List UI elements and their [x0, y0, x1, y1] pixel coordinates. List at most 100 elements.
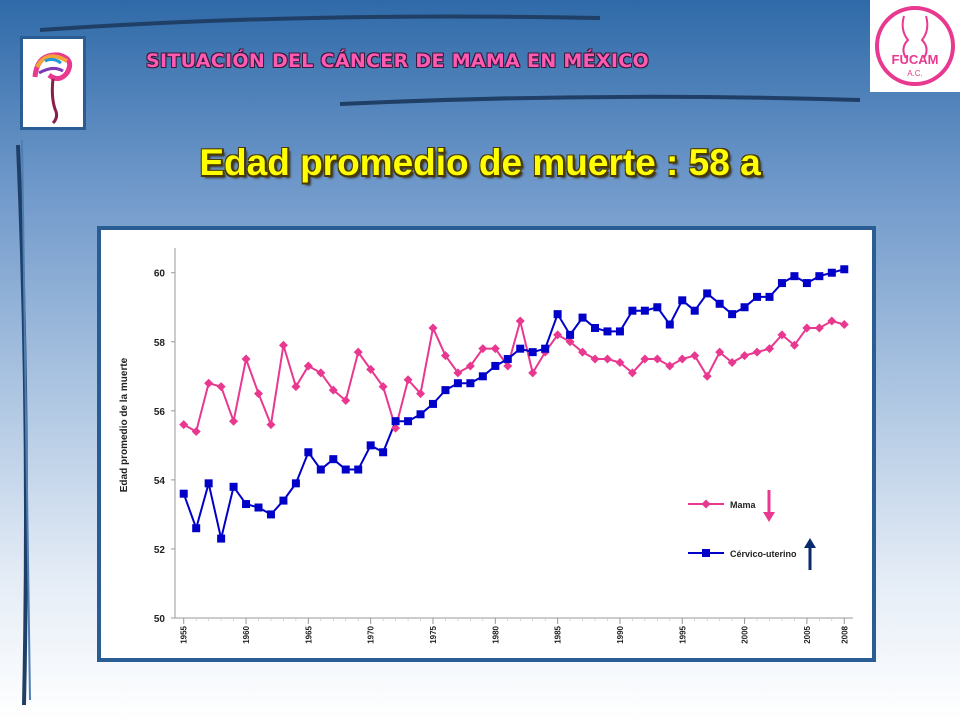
- data-point-cervico: [316, 465, 325, 474]
- data-point-cervico: [266, 510, 275, 519]
- logo-left: [20, 36, 86, 130]
- data-point-cervico: [516, 344, 525, 353]
- data-point-cervico: [665, 320, 674, 329]
- arrow-up-cervico-head: [804, 538, 816, 548]
- data-point-mama: [615, 357, 625, 367]
- data-point-mama: [665, 361, 675, 371]
- data-point-cervico: [827, 268, 836, 277]
- x-tick-label: 1955: [180, 625, 189, 643]
- data-point-cervico: [802, 279, 811, 288]
- data-point-cervico: [179, 489, 188, 498]
- data-point-cervico: [566, 330, 575, 339]
- fucam-badge-icon: FUCAM A.C.: [875, 6, 955, 86]
- data-point-mama: [590, 354, 600, 364]
- x-tick-label: 1975: [429, 625, 438, 643]
- y-tick-label: 50: [154, 614, 166, 625]
- data-point-cervico: [678, 296, 687, 305]
- data-point-mama: [789, 340, 799, 350]
- data-point-cervico: [204, 479, 213, 488]
- data-point-cervico: [491, 361, 500, 370]
- x-tick-label: 1965: [304, 625, 313, 643]
- data-point-cervico: [279, 496, 288, 505]
- data-point-cervico: [453, 379, 462, 388]
- data-point-cervico: [790, 272, 799, 281]
- data-point-cervico: [628, 306, 637, 315]
- data-point-mama: [802, 323, 812, 333]
- data-point-mama: [715, 347, 725, 357]
- y-tick-label: 56: [154, 407, 166, 418]
- x-tick-label: 2008: [840, 625, 849, 643]
- page-title: Edad promedio de muerte : 58 a: [199, 142, 761, 183]
- data-point-cervico: [379, 448, 388, 457]
- data-point-cervico: [753, 292, 762, 301]
- series-line-mama: [183, 317, 845, 434]
- logo-fucam: FUCAM A.C.: [870, 0, 960, 92]
- data-point-mama: [428, 323, 438, 333]
- data-point-cervico: [503, 355, 512, 364]
- data-point-mama: [303, 361, 313, 371]
- data-point-mama: [677, 354, 687, 364]
- data-point-cervico: [740, 303, 749, 312]
- data-point-mama: [366, 364, 376, 374]
- data-point-mama: [578, 347, 588, 357]
- ribbon-logo-icon: [32, 52, 73, 125]
- data-point-mama: [565, 337, 575, 347]
- data-point-cervico: [728, 310, 737, 319]
- data-point-mama: [827, 316, 837, 326]
- data-point-mama: [602, 354, 612, 364]
- data-point-mama: [316, 368, 326, 378]
- data-point-cervico: [391, 417, 400, 426]
- x-tick-label: 1960: [242, 625, 251, 643]
- arrow-down-mama-head: [763, 512, 775, 522]
- data-point-mama: [727, 357, 737, 367]
- data-point-cervico: [703, 289, 712, 298]
- x-tick-label: 1985: [554, 625, 563, 643]
- data-point-mama: [515, 316, 525, 326]
- data-point-mama: [204, 378, 214, 388]
- data-point-cervico: [229, 482, 238, 491]
- data-point-mama: [216, 382, 226, 392]
- data-point-cervico: [242, 500, 251, 509]
- chart-frame: 50 52 54 56 58 60 Edad promedio de la muerte 19…: [97, 226, 876, 662]
- data-point-mama: [702, 371, 712, 381]
- data-point-mama: [241, 354, 251, 364]
- x-tick-label: 1980: [491, 625, 500, 643]
- data-point-cervico: [653, 303, 662, 312]
- data-point-cervico: [840, 265, 849, 274]
- data-point-mama: [740, 351, 750, 361]
- data-point-cervico: [478, 372, 487, 381]
- data-point-cervico: [254, 503, 263, 512]
- line-chart: 50 52 54 56 58 60 Edad promedio de la muerte 19…: [119, 248, 853, 644]
- fucam-logo-subtext: A.C.: [907, 69, 923, 78]
- data-point-mama: [328, 385, 338, 395]
- data-point-cervico: [777, 279, 786, 288]
- data-point-mama: [341, 395, 351, 405]
- data-point-cervico: [354, 465, 363, 474]
- data-point-cervico: [553, 310, 562, 319]
- data-point-mama: [528, 368, 538, 378]
- data-point-mama: [503, 361, 513, 371]
- data-point-mama: [378, 382, 388, 392]
- data-point-mama: [490, 344, 500, 354]
- data-point-mama: [229, 416, 239, 426]
- x-tick-label: 1995: [678, 625, 687, 643]
- data-point-cervico: [765, 292, 774, 301]
- data-point-mama: [814, 323, 824, 333]
- legend-label-cervico: Cérvico-uterino: [730, 549, 797, 559]
- data-point-cervico: [441, 386, 450, 395]
- data-point-mama: [254, 389, 264, 399]
- data-point-cervico: [715, 299, 724, 308]
- data-point-cervico: [541, 344, 550, 353]
- data-point-cervico: [291, 479, 300, 488]
- data-point-mama: [752, 347, 762, 357]
- data-point-cervico: [217, 534, 226, 543]
- data-point-cervico: [603, 327, 612, 336]
- data-point-mama: [440, 351, 450, 361]
- fucam-logo-text: FUCAM: [892, 52, 939, 67]
- data-point-mama: [627, 368, 637, 378]
- data-point-cervico: [416, 410, 425, 419]
- x-tick-label: 1990: [616, 625, 625, 643]
- data-point-mama: [453, 368, 463, 378]
- x-tick-label: 2000: [741, 625, 750, 643]
